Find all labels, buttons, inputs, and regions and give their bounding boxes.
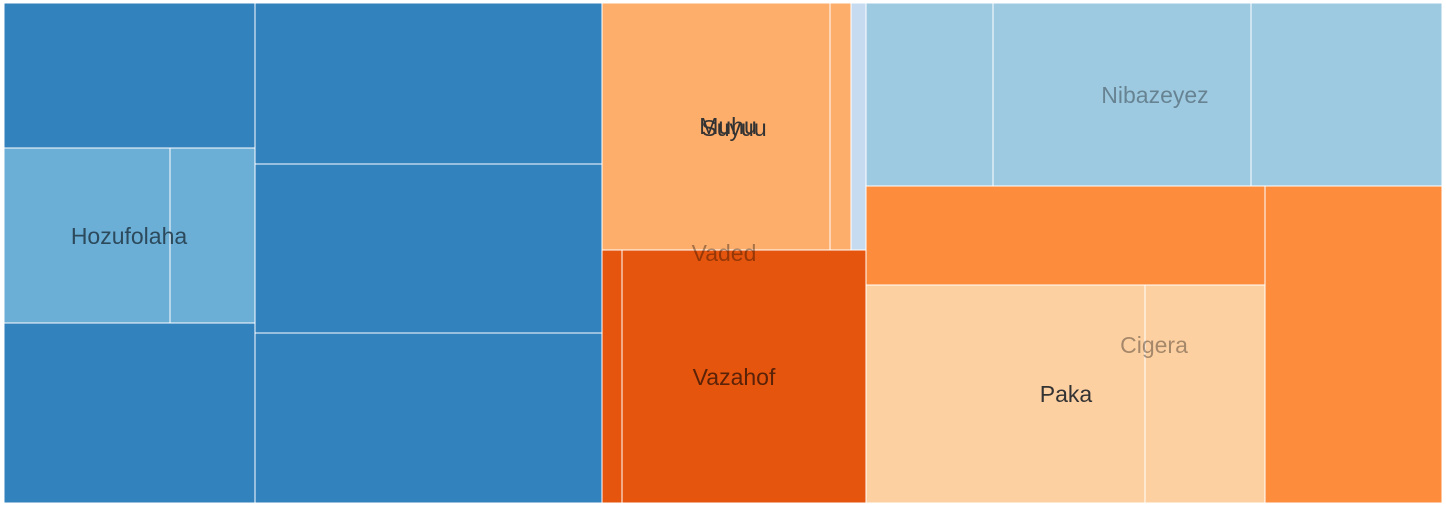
- treemap-cell: [829, 2, 852, 251]
- treemap-cell: [254, 332, 603, 504]
- leaf-label: Paka: [1040, 381, 1093, 407]
- leaf-label: Muhu: [699, 113, 757, 139]
- group-label: Nibazeyez: [1101, 82, 1208, 108]
- treemap-cell: [3, 2, 256, 149]
- treemap-cell: [3, 147, 171, 324]
- leaf-label: Hozufolaha: [71, 223, 188, 249]
- treemap-cell: [169, 147, 256, 324]
- treemap-cell: [1250, 2, 1443, 187]
- leaf-label: Vazahof: [693, 364, 776, 390]
- treemap-cell: [621, 249, 867, 504]
- treemap-cell: [865, 284, 1146, 504]
- treemap-cell: [865, 2, 994, 187]
- treemap-cell: [865, 185, 1266, 286]
- treemap-cell: [850, 2, 867, 251]
- treemap-cell: [254, 2, 603, 165]
- treemap-cell: [601, 249, 623, 504]
- leaf-label: Suyuu: [701, 115, 766, 141]
- treemap-cell: [1144, 284, 1266, 504]
- treemap-cell: [601, 2, 831, 251]
- group-label: Cigera: [1120, 332, 1188, 358]
- group-label: Vaded: [692, 240, 757, 266]
- treemap-cell: [3, 322, 256, 504]
- treemap-cell: [1264, 185, 1443, 504]
- treemap-cell: [254, 163, 603, 334]
